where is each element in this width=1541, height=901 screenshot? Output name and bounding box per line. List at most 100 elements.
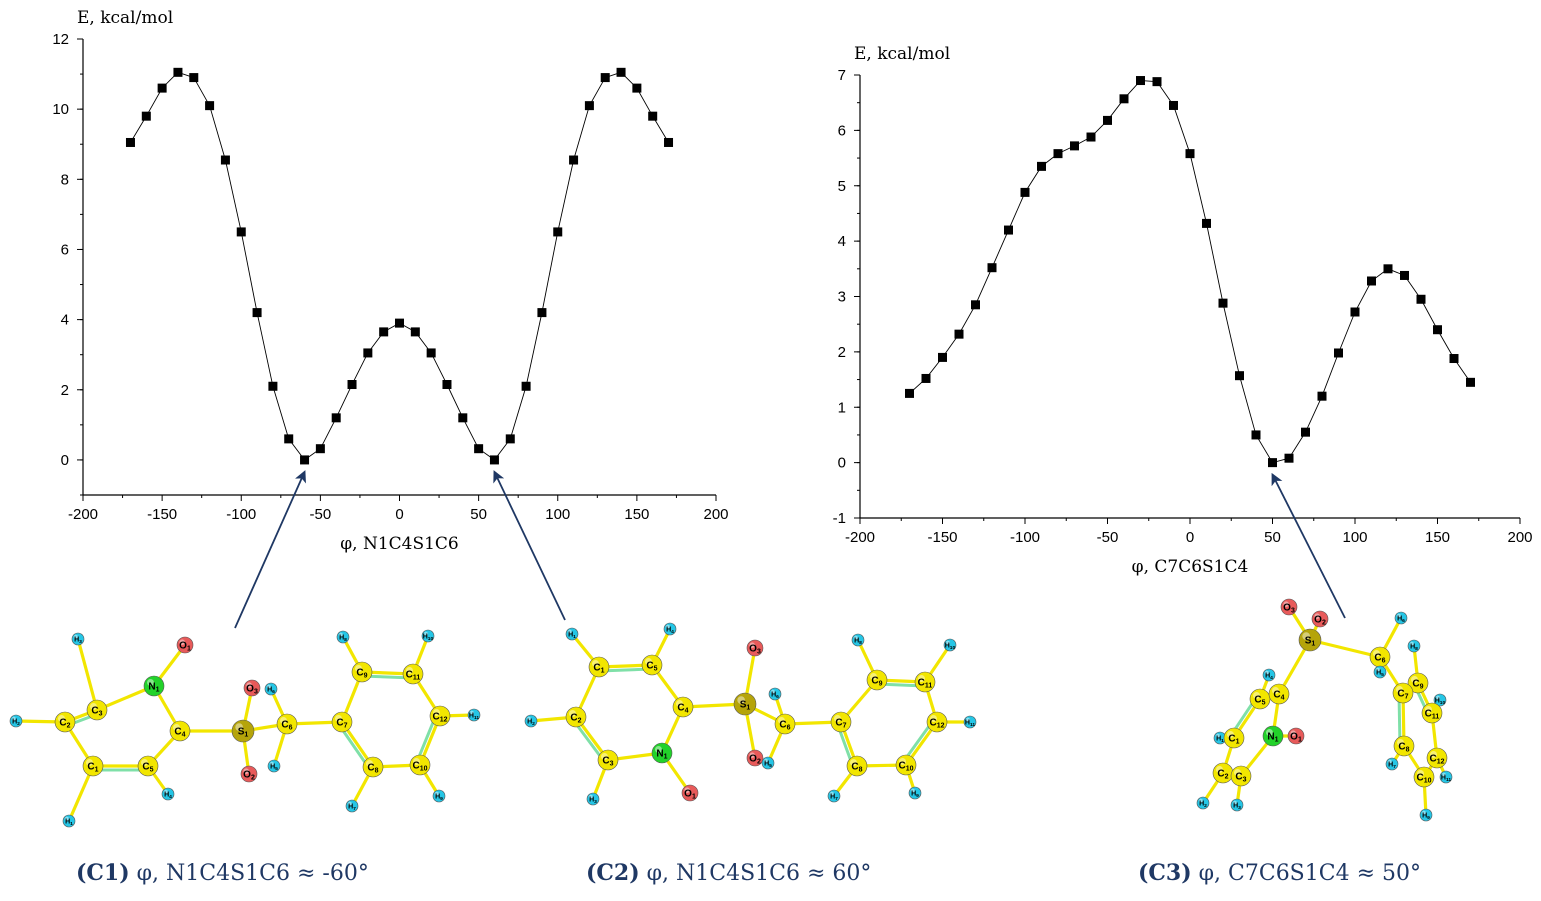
atom-h10 — [943, 638, 957, 652]
atom-c1 — [588, 656, 610, 678]
atom-c1 — [82, 755, 104, 777]
atom-h2 — [524, 714, 538, 728]
data-point — [252, 308, 262, 318]
data-point — [1004, 225, 1013, 235]
atom-h1 — [62, 814, 76, 828]
atom-c11 — [402, 663, 424, 685]
atom-c6 — [276, 713, 298, 735]
atom-label: C7 — [1397, 689, 1408, 701]
atom-highlight — [243, 768, 249, 774]
x-axis-label: φ, C7C6S1C4 — [1132, 557, 1249, 577]
data-point — [489, 455, 499, 465]
atom-highlight — [1264, 670, 1269, 676]
atom-h7 — [1385, 757, 1399, 771]
data-point — [268, 381, 278, 391]
caption-c3-tag: (C3) — [1138, 860, 1192, 886]
atom-c11 — [914, 671, 936, 693]
atom-label: N1 — [1267, 732, 1278, 744]
atom-label: C9 — [1412, 679, 1423, 691]
data-point — [300, 455, 310, 465]
atom-highlight — [1234, 769, 1241, 776]
atom-o3 — [243, 679, 261, 697]
atom-c8 — [362, 756, 384, 778]
atom-highlight — [355, 665, 362, 672]
atom-label: C2 — [570, 713, 581, 725]
x-tick-label: -100 — [1010, 529, 1040, 546]
data-point — [141, 111, 151, 121]
conformer-arrow — [493, 470, 566, 621]
atom-label: C12 — [929, 718, 944, 730]
atom-highlight — [1375, 667, 1380, 673]
data-point — [1020, 187, 1030, 197]
atom-highlight — [645, 658, 652, 665]
atom-h3 — [586, 792, 600, 806]
atom-highlight — [1266, 729, 1273, 736]
data-point — [1185, 149, 1195, 159]
atom-h10 — [421, 629, 435, 643]
y-tick-label: 2 — [61, 382, 69, 399]
data-point — [1350, 307, 1360, 317]
atom-highlight — [834, 715, 841, 722]
atom-highlight — [413, 758, 420, 765]
atom-highlight — [1411, 676, 1418, 683]
data-point — [315, 444, 325, 454]
atom-label: C3 — [91, 706, 102, 718]
atom-label: C6 — [1374, 653, 1385, 665]
data-point — [1169, 100, 1178, 110]
atom-label: S1 — [238, 727, 249, 739]
atom-label: C2 — [1217, 769, 1228, 781]
atom-label: O3 — [749, 644, 761, 656]
atom-label: C5 — [646, 661, 657, 673]
atom-highlight — [1409, 641, 1414, 647]
y-tick-label: 0 — [838, 455, 846, 472]
atom-c9 — [351, 661, 373, 683]
atom-label: H2 — [1199, 800, 1207, 808]
atom-highlight — [850, 759, 857, 766]
y-tick-label: 8 — [61, 171, 69, 188]
data-point — [1235, 371, 1244, 381]
x-tick-label: 200 — [703, 506, 728, 523]
x-tick-label: -50 — [1097, 529, 1119, 546]
atom-highlight — [266, 684, 271, 690]
atom-h1 — [565, 627, 579, 641]
atom-label: C11 — [918, 678, 933, 690]
atom-label: C6 — [281, 720, 292, 732]
atom-highlight — [1290, 730, 1296, 736]
atom-label: C7 — [835, 718, 846, 730]
atom-h7 — [827, 789, 841, 803]
atom-c10 — [1413, 766, 1435, 788]
atom-h3 — [1230, 798, 1244, 812]
x-tick-label: 150 — [624, 506, 649, 523]
atom-c2 — [54, 711, 76, 733]
y-axis-label: E, kcal/mol — [77, 8, 173, 28]
atom-highlight — [918, 675, 925, 682]
data-point — [347, 380, 357, 390]
y-tick-label: 0 — [61, 452, 69, 469]
data-point — [220, 155, 230, 165]
atom-label: C3 — [1235, 772, 1246, 784]
atom-highlight — [676, 700, 683, 707]
atom-highlight — [1396, 613, 1401, 619]
data-point — [1334, 348, 1343, 358]
atom-label: H8 — [1410, 643, 1418, 651]
atom-label: H7 — [1388, 761, 1396, 769]
atom-label: H11 — [469, 712, 480, 720]
atom-highlight — [829, 791, 835, 797]
atom-h7 — [345, 799, 359, 813]
data-point — [442, 380, 452, 390]
data-point — [1103, 115, 1112, 125]
atom-highlight — [778, 717, 785, 724]
atom-c12 — [429, 705, 451, 727]
x-tick-label: 50 — [470, 506, 487, 523]
atom-highlight — [269, 761, 274, 767]
data-point — [1152, 77, 1162, 87]
atom-highlight — [1198, 798, 1203, 804]
atom-highlight — [749, 642, 755, 648]
atom-label: C8 — [367, 763, 378, 775]
atom-label: H2 — [527, 718, 535, 726]
data-point — [189, 73, 199, 83]
data-point — [331, 413, 341, 423]
atom-highlight — [347, 801, 352, 807]
atom-highlight — [338, 632, 343, 638]
bond — [95, 684, 156, 712]
